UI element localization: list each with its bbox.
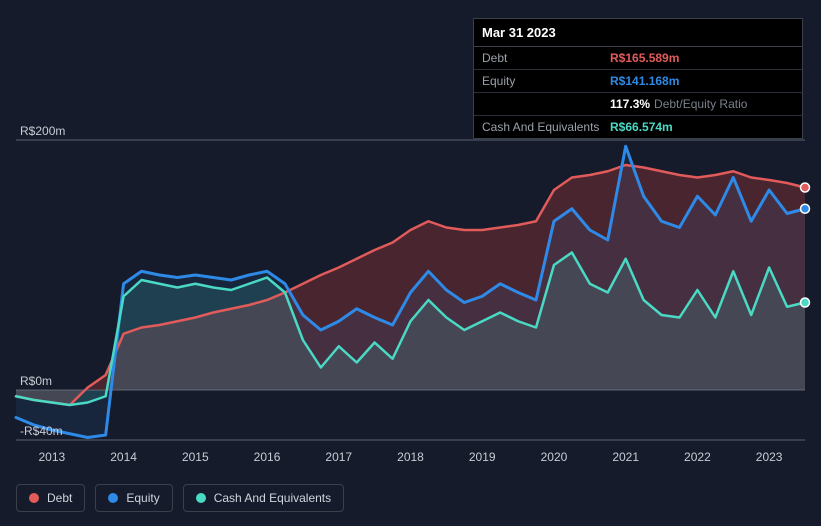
x-axis-label: 2014 [110,450,137,464]
x-axis-label: 2017 [325,450,352,464]
legend-dot-icon [108,493,118,503]
chart-tooltip: Mar 31 2023 DebtR$165.589mEquityR$141.16… [473,18,803,139]
x-axis-label: 2020 [541,450,568,464]
legend-dot-icon [29,493,39,503]
x-axis-label: 2015 [182,450,209,464]
tooltip-row-value: 117.3% [610,97,650,111]
debt-equity-chart: Mar 31 2023 DebtR$165.589mEquityR$141.16… [0,0,821,526]
tooltip-row-label: Debt [482,51,610,65]
legend-dot-icon [196,493,206,503]
tooltip-row-value: R$165.589m [610,51,679,65]
x-axis-label: 2021 [612,450,639,464]
tooltip-row: 117.3% Debt/Equity Ratio [474,93,802,116]
x-axis-label: 2023 [756,450,783,464]
x-axis-label: 2019 [469,450,496,464]
legend-label: Cash And Equivalents [214,491,331,505]
tooltip-row-label [482,97,610,111]
tooltip-row-value: R$66.574m [610,120,673,134]
y-axis-label: R$200m [20,124,65,138]
tooltip-row-value: R$141.168m [610,74,679,88]
tooltip-date: Mar 31 2023 [474,19,802,47]
tooltip-row: EquityR$141.168m [474,70,802,93]
tooltip-row-label: Equity [482,74,610,88]
legend-item[interactable]: Cash And Equivalents [183,484,344,512]
chart-legend: Debt Equity Cash And Equivalents [16,484,344,512]
tooltip-row-label: Cash And Equivalents [482,120,610,134]
legend-label: Equity [126,491,159,505]
legend-item[interactable]: Equity [95,484,172,512]
x-axis-label: 2022 [684,450,711,464]
tooltip-row: Cash And EquivalentsR$66.574m [474,116,802,138]
x-axis-label: 2013 [39,450,66,464]
tooltip-row-suffix: Debt/Equity Ratio [654,97,747,111]
x-axis-label: 2016 [254,450,281,464]
y-axis-label: R$0m [20,374,52,388]
legend-item[interactable]: Debt [16,484,85,512]
y-axis-label: -R$40m [20,424,63,438]
tooltip-row: DebtR$165.589m [474,47,802,70]
x-axis-label: 2018 [397,450,424,464]
legend-label: Debt [47,491,72,505]
